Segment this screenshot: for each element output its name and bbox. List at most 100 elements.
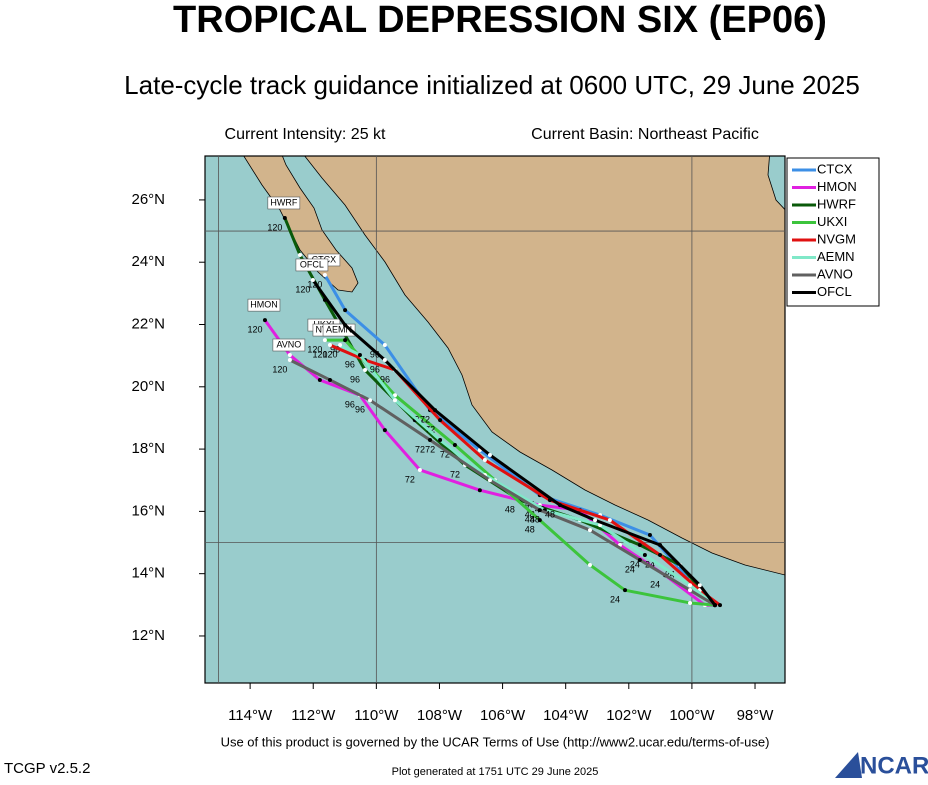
tau-label: 96 (345, 359, 355, 369)
track-point (558, 503, 563, 508)
track-point (537, 508, 542, 513)
model-label: HWRF (270, 197, 297, 207)
track-point (427, 438, 432, 443)
generated: Plot generated at 1751 UTC 29 June 2025 (392, 766, 599, 778)
track-point (368, 398, 373, 403)
track-point (587, 562, 592, 567)
y-tick-label: 18°N (131, 440, 165, 457)
legend-label: HMON (817, 179, 857, 194)
track (289, 358, 716, 607)
track-point (697, 583, 702, 588)
track-point (433, 408, 438, 413)
tau-label: 96 (380, 374, 390, 384)
track-point (537, 518, 542, 523)
track-point (343, 308, 348, 313)
x-tick-label: 106°W (480, 707, 526, 724)
track-point (658, 552, 663, 557)
track-point (317, 377, 322, 382)
track (329, 343, 721, 607)
track (311, 279, 717, 607)
basin: Current Basin: Northeast Pacific (531, 126, 759, 143)
track-point (338, 343, 343, 348)
logo: NCAR (860, 752, 928, 779)
tau-label: 24 (610, 595, 620, 605)
track-point (688, 588, 693, 593)
terms: Use of this product is governed by the U… (221, 734, 770, 749)
tau-label: 72 (415, 415, 425, 425)
tau-label: 24 (650, 580, 660, 590)
track-point (487, 453, 492, 458)
track-point (297, 253, 302, 258)
x-tick-label: 102°W (606, 707, 652, 724)
track-point (482, 457, 487, 462)
model-label: AVNO (276, 339, 301, 349)
track-point (382, 428, 387, 433)
x-tick-label: 110°W (354, 707, 399, 724)
track-point (658, 543, 663, 548)
tau-label: 48 (525, 515, 535, 525)
legend-label: NVGM (817, 231, 856, 246)
tau-label: 48 (525, 510, 535, 520)
tau-label: 120 (272, 364, 287, 374)
track-point (282, 215, 287, 220)
tau-label: 96 (355, 405, 365, 415)
track-point (417, 467, 422, 472)
x-tick-label: 114°W (228, 707, 273, 724)
tau-label: 72 (405, 474, 415, 484)
track-point (327, 377, 332, 382)
track (323, 274, 717, 607)
mainland (304, 156, 785, 576)
tau-label: 48 (545, 510, 555, 520)
x-tick-label: 104°W (543, 707, 589, 724)
track-point (637, 557, 642, 562)
track-point (343, 338, 348, 343)
tau-label: 96 (350, 374, 360, 384)
y-tick-label: 24°N (131, 253, 165, 270)
tau-label: 120 (247, 325, 262, 335)
tau-label: 96 (370, 364, 380, 374)
tau-label: 96 (330, 344, 340, 354)
tau-label: 120 (323, 349, 338, 359)
model-label: OFCL (300, 259, 324, 269)
model-label: AEMN (326, 324, 352, 334)
track-point (392, 393, 397, 398)
intensity: Current Intensity: 25 kt (225, 126, 387, 143)
x-tick-label: 98°W (737, 707, 775, 724)
model-box (272, 338, 306, 352)
x-tick-label: 108°W (417, 707, 463, 724)
legend-label: AVNO (817, 266, 853, 281)
track-point (287, 353, 292, 358)
track (339, 343, 716, 607)
tau-label: 72 (440, 449, 450, 459)
y-tick-label: 12°N (131, 627, 165, 644)
track-point (452, 443, 457, 448)
y-tick-label: 20°N (131, 378, 165, 395)
track-point (688, 600, 693, 605)
tau-label: 72 (425, 444, 435, 454)
logo-mark (835, 752, 862, 778)
tau-label: 24 (630, 559, 640, 569)
tau-label: 120 (267, 222, 282, 232)
legend-label: UKXI (817, 214, 847, 229)
track-point (438, 438, 443, 443)
version: TCGP v2.5.2 (4, 760, 90, 777)
tau-label: 120 (312, 349, 327, 359)
map-layer: 487296120CTCX24487296120HMON24487296120H… (205, 156, 785, 683)
tau-label: 72 (450, 469, 460, 479)
track-point (637, 543, 642, 548)
legend-label: OFCL (817, 284, 852, 299)
track-point (598, 523, 603, 528)
track-point (477, 488, 482, 493)
y-tick-label: 14°N (131, 565, 165, 582)
tau-label: 96 (345, 400, 355, 410)
x-tick-label: 100°W (669, 707, 715, 724)
model-box (295, 258, 329, 272)
tau-label: 48 (505, 505, 515, 515)
x-tick-label: 112°W (291, 707, 336, 724)
track-point (322, 338, 327, 343)
subtitle: Late-cycle track guidance initialized at… (124, 70, 860, 100)
track-point (382, 358, 387, 363)
track-point (607, 518, 612, 523)
map-frame (204, 155, 786, 684)
